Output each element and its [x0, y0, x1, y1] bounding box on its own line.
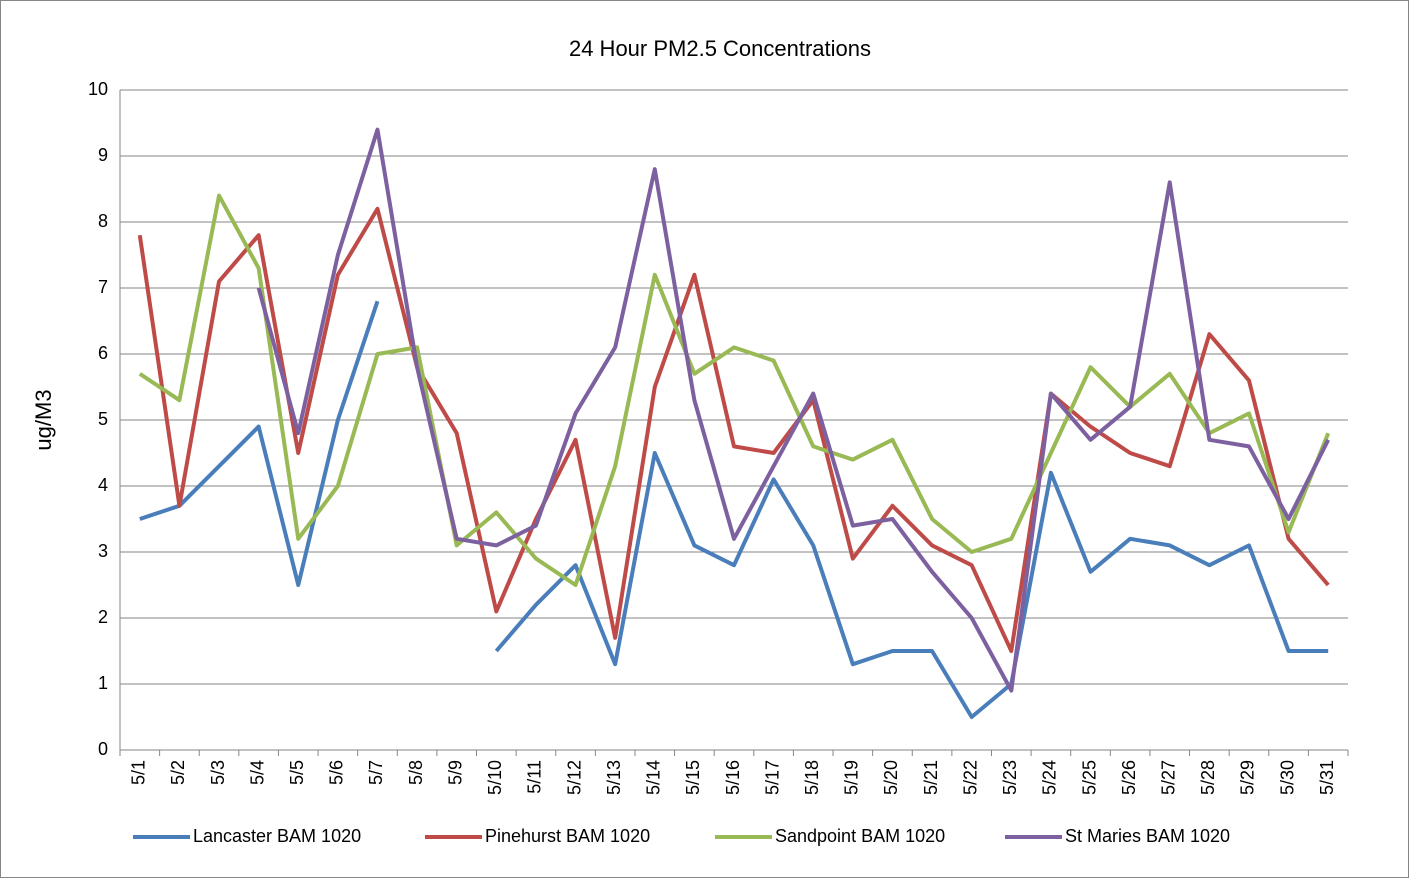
x-tick-label: 5/6	[327, 760, 347, 785]
x-tick-label: 5/13	[604, 760, 624, 795]
x-tick-label: 5/29	[1238, 760, 1258, 795]
x-tick-label: 5/26	[1119, 760, 1139, 795]
x-tick-label: 5/24	[1040, 760, 1060, 795]
x-tick-label: 5/20	[881, 760, 901, 795]
x-tick-label: 5/12	[564, 760, 584, 795]
x-tick-label: 5/16	[723, 760, 743, 795]
y-tick-label: 9	[98, 145, 108, 165]
x-tick-label: 5/10	[485, 760, 505, 795]
x-tick-label: 5/31	[1317, 760, 1337, 795]
y-axis-title: ug/M3	[31, 389, 56, 450]
x-tick-label: 5/4	[247, 760, 267, 785]
x-tick-label: 5/3	[208, 760, 228, 785]
x-tick-label: 5/7	[366, 760, 386, 785]
x-tick-label: 5/9	[445, 760, 465, 785]
series-line	[256, 127, 1330, 693]
y-tick-label: 3	[98, 541, 108, 561]
x-tick-label: 5/1	[129, 760, 149, 785]
y-tick-label: 7	[98, 277, 108, 297]
x-tick-label: 5/17	[762, 760, 782, 795]
x-tick-label: 5/22	[960, 760, 980, 795]
legend-label: Pinehurst BAM 1020	[485, 826, 650, 846]
x-tick-label: 5/15	[683, 760, 703, 795]
x-tick-label: 5/11	[525, 760, 545, 794]
x-tick-label: 5/5	[287, 760, 307, 785]
y-tick-label: 8	[98, 211, 108, 231]
chart-title: 24 Hour PM2.5 Concentrations	[569, 36, 871, 61]
x-tick-label: 5/8	[406, 760, 426, 785]
y-tick-label: 6	[98, 343, 108, 363]
x-tick-label: 5/14	[644, 760, 664, 795]
x-tick-label: 5/19	[842, 760, 862, 795]
series-line	[137, 206, 1330, 653]
y-tick-label: 4	[98, 475, 108, 495]
x-tick-label: 5/25	[1079, 760, 1099, 795]
x-tick-label: 5/28	[1198, 760, 1218, 795]
x-tick-label: 5/27	[1158, 760, 1178, 795]
y-tick-label: 1	[98, 673, 108, 693]
y-tick-label: 10	[88, 79, 108, 99]
y-tick-label: 0	[98, 739, 108, 759]
y-tick-label: 2	[98, 607, 108, 627]
legend-label: Sandpoint BAM 1020	[775, 826, 945, 846]
x-tick-label: 5/23	[1000, 760, 1020, 795]
x-tick-label: 5/18	[802, 760, 822, 795]
legend-label: Lancaster BAM 1020	[193, 826, 361, 846]
x-tick-label: 5/30	[1277, 760, 1297, 795]
x-tick-label: 5/21	[921, 760, 941, 795]
legend-label: St Maries BAM 1020	[1065, 826, 1230, 846]
x-tick-label: 5/2	[168, 760, 188, 785]
y-tick-label: 5	[98, 409, 108, 429]
